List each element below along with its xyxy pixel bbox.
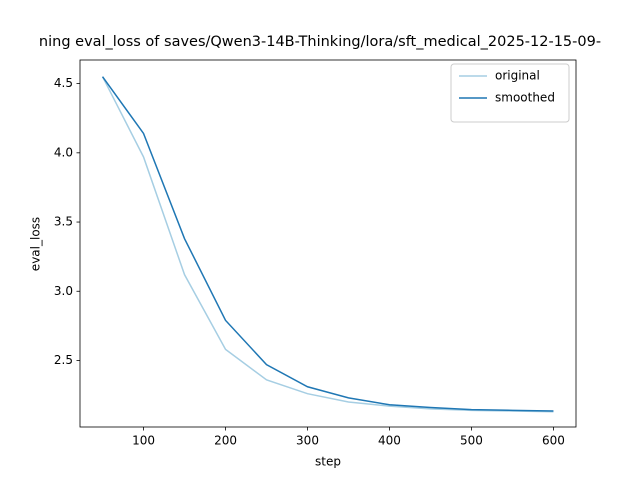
legend-label: smoothed bbox=[495, 91, 555, 105]
y-tick-label: 3.5 bbox=[54, 215, 73, 229]
x-tick-label: 200 bbox=[214, 434, 237, 448]
legend-box bbox=[450, 63, 570, 123]
series-line bbox=[101, 76, 554, 412]
plot-frame bbox=[79, 59, 577, 428]
x-tick-label: 500 bbox=[460, 434, 483, 448]
x-tick-label: 400 bbox=[378, 434, 401, 448]
x-tick-label: 300 bbox=[296, 434, 319, 448]
x-axis-label: step bbox=[315, 455, 341, 469]
x-tick-label: 600 bbox=[542, 434, 565, 448]
y-tick-label: 2.5 bbox=[54, 353, 73, 367]
chart-title: ning eval_loss of saves/Qwen3-14B-Thinki… bbox=[39, 34, 601, 50]
y-tick-label: 3.0 bbox=[54, 284, 73, 298]
y-tick-label: 4.5 bbox=[54, 76, 73, 90]
y-axis-label: eval_loss bbox=[29, 217, 43, 271]
x-tick-label: 100 bbox=[132, 434, 155, 448]
y-tick-label: 4.0 bbox=[54, 145, 73, 159]
legend-label: original bbox=[495, 69, 540, 83]
